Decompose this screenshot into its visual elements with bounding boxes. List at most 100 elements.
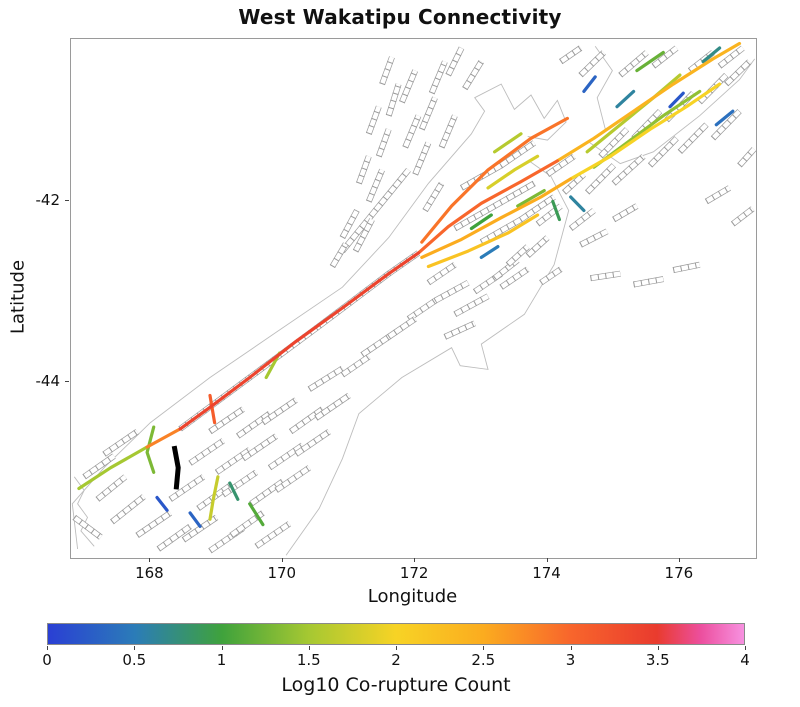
y-axis-label: Latitude — [7, 259, 29, 335]
rupture-trace — [155, 495, 169, 512]
fault-sections-fill — [289, 407, 324, 434]
fault-sections-fill — [353, 218, 375, 253]
colorbar-tick-label: 4 — [740, 651, 750, 669]
fault-sections-fill — [569, 208, 596, 231]
rupture-trace — [469, 213, 493, 231]
fault-sections-fill — [72, 515, 103, 540]
fault-sections-fill — [539, 267, 563, 285]
fault-sections-fill — [274, 465, 311, 493]
fault-sections-fill — [249, 479, 285, 506]
x-tick-mark — [281, 558, 283, 562]
fault-sections-fill — [578, 50, 606, 77]
fault-sections-fill — [102, 429, 139, 457]
coastline — [71, 83, 567, 550]
fault-sections-fill — [718, 46, 745, 68]
highlighted-fault — [171, 445, 181, 490]
rupture-trace — [420, 116, 569, 244]
fault-sections-fill — [672, 262, 701, 273]
coastline — [588, 58, 756, 165]
rupture-trace — [615, 89, 636, 109]
fault-sections-fill — [268, 443, 304, 470]
colorbar-gradient — [48, 624, 744, 644]
colorbar-tick-label: 2.5 — [471, 651, 496, 669]
fault-sections-fill — [308, 366, 344, 392]
x-tick-mark — [678, 558, 680, 562]
fault-sections-fill — [648, 136, 679, 168]
x-tick-mark — [149, 558, 151, 562]
fault-sections-rungs — [339, 209, 360, 240]
fault-sections-fill — [443, 321, 476, 339]
fault-sections-fill — [376, 128, 391, 158]
fault-sections-fill — [579, 229, 609, 247]
colorbar-tick-label: 0 — [42, 651, 52, 669]
fault-sections-fill — [135, 510, 172, 538]
fault-sections-fill — [612, 204, 639, 222]
colorbar-tick-mark — [570, 646, 572, 650]
fault-sections-fill — [612, 154, 646, 186]
rupture-trace — [479, 245, 500, 259]
colorbar-tick-mark — [483, 646, 485, 650]
fault-sections-fill — [453, 294, 490, 317]
fault-sections-fill — [169, 474, 205, 502]
fault-sections-fill — [737, 147, 756, 167]
rupture-trace — [228, 481, 240, 501]
colorbar-tick-mark — [745, 646, 746, 650]
rupture-trace — [145, 425, 156, 474]
fault-sections-rungs — [633, 276, 664, 288]
rupture-trace — [516, 189, 546, 208]
fault-sections-fill — [261, 398, 298, 425]
y-tick-mark — [65, 200, 69, 202]
x-axis-label: Longitude — [367, 586, 458, 607]
fault-sections-fill — [399, 69, 418, 104]
rupture-trace — [188, 511, 202, 528]
fault-sections-fill — [562, 172, 586, 195]
rupture-trace — [426, 213, 540, 269]
colorbar-tick-mark — [657, 646, 659, 650]
colorbar-tick-label: 1 — [216, 651, 227, 669]
fault-sections-fill — [340, 168, 411, 253]
fault-sections-rungs — [462, 60, 484, 91]
rupture-trace — [493, 132, 523, 154]
rupture-trace — [701, 46, 722, 64]
rupture-trace — [585, 73, 682, 154]
fault-sections-fill — [157, 524, 192, 551]
x-tick-label: 170 — [267, 564, 297, 582]
fault-sections-rungs — [422, 181, 445, 213]
fault-sections-fill — [651, 46, 679, 68]
rupture-trace — [145, 427, 182, 449]
y-tick-label: -42 — [35, 191, 61, 210]
fault-sections-fill — [427, 262, 457, 285]
fault-sections-fill — [255, 521, 291, 549]
rupture-trace — [248, 502, 265, 527]
colorbar-tick-mark — [308, 646, 310, 650]
colorbar-tick-mark — [47, 646, 48, 650]
rupture-trace — [208, 475, 220, 521]
fault-sections-fill — [386, 83, 401, 117]
fault-sections-fill — [678, 123, 709, 154]
fault-sections-fill — [96, 475, 127, 502]
x-tick-mark — [414, 558, 416, 562]
fault-sections-fill — [413, 141, 431, 176]
fault-sections-fill — [429, 60, 448, 95]
y-tick-mark — [65, 380, 69, 382]
rupture-trace — [486, 154, 540, 190]
fault-sections-fill — [356, 155, 371, 185]
fault-sections-rungs — [82, 453, 116, 480]
rupture-trace — [714, 109, 735, 127]
fault-sections-fill — [330, 242, 348, 268]
rupture-trace — [420, 177, 573, 259]
x-tick-label: 176 — [664, 564, 694, 582]
y-tick-label: -44 — [35, 371, 61, 390]
fault-sections-fill — [379, 56, 395, 85]
fault-sections-fill — [366, 105, 381, 135]
rupture-trace — [582, 75, 597, 93]
rupture-trace — [668, 91, 685, 109]
coastline — [594, 45, 613, 132]
x-tick-label: 168 — [135, 564, 164, 582]
colorbar-tick-mark — [396, 646, 397, 650]
fault-sections-fill — [711, 109, 742, 140]
plot-area — [70, 38, 757, 559]
fault-sections-rungs — [479, 194, 556, 245]
rupture-trace — [77, 445, 149, 491]
colorbar-tick-mark — [221, 646, 223, 650]
